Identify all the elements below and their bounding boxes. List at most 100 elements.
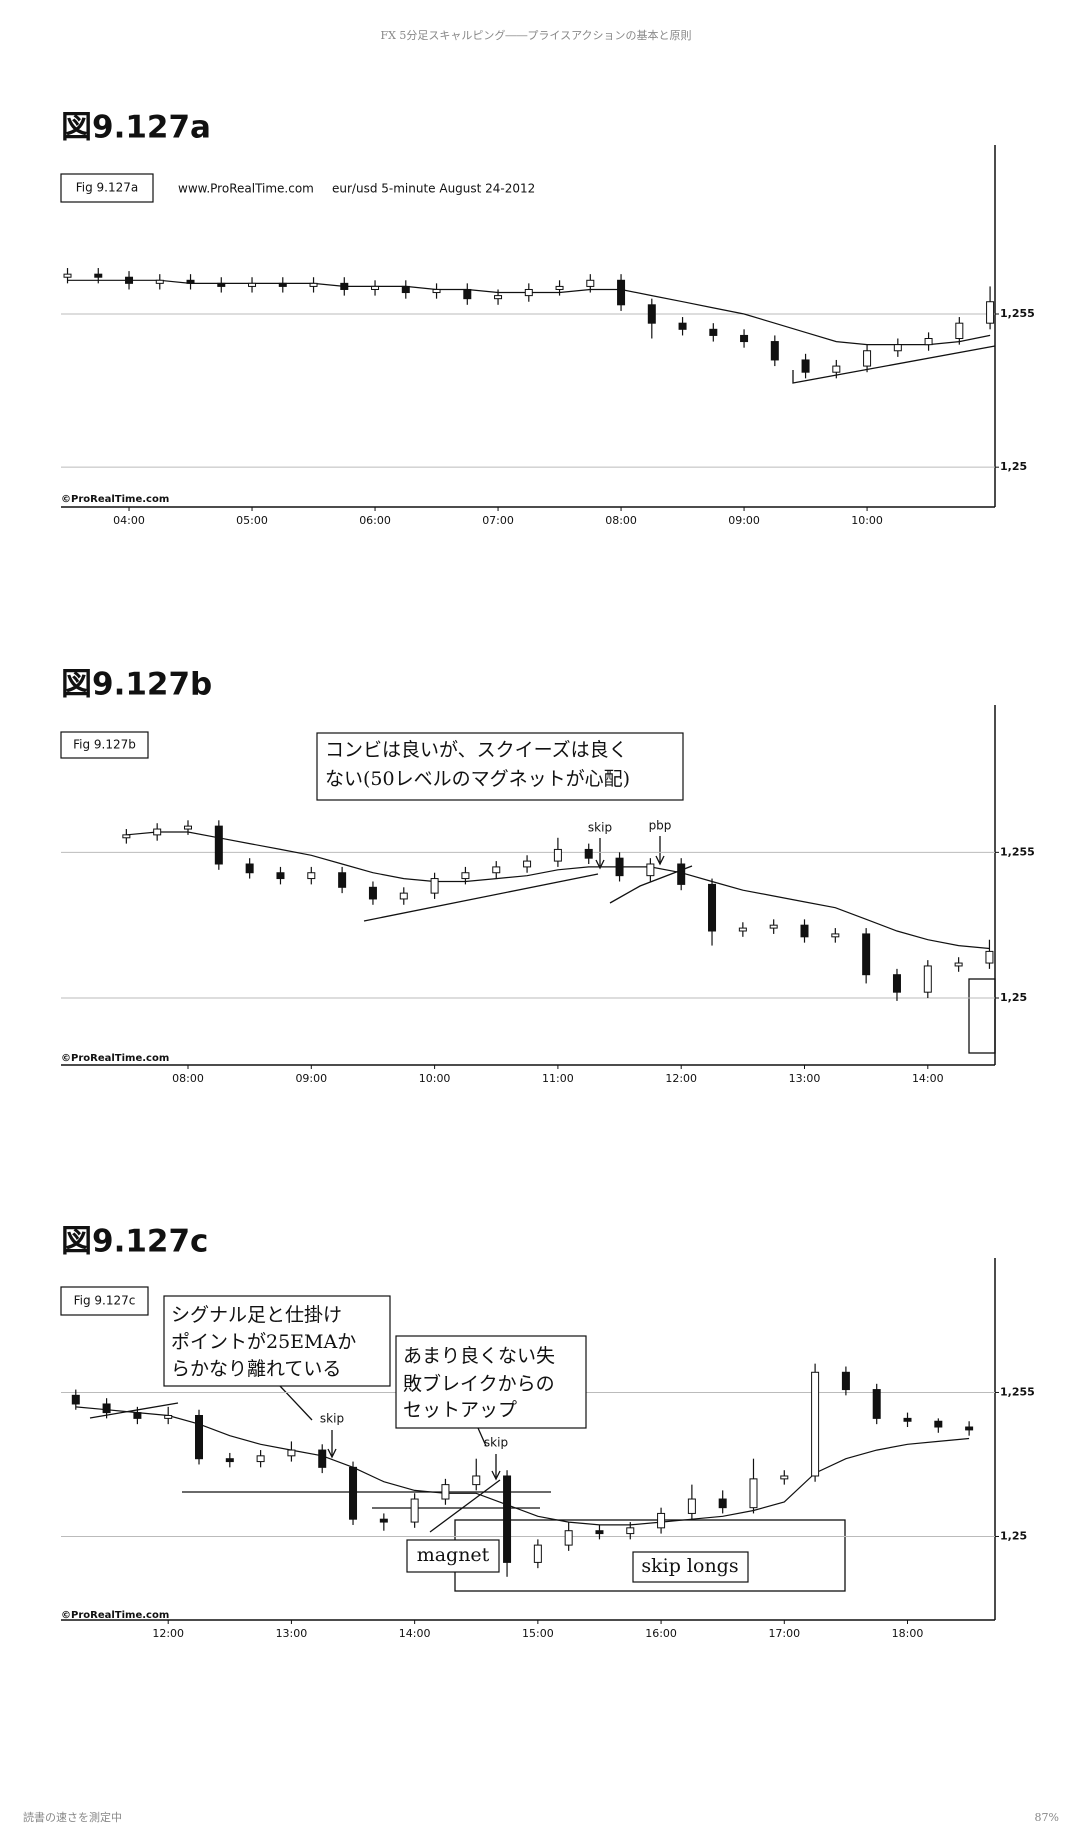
candle-body [318,1449,327,1468]
candle-body [278,282,287,287]
annotation-box [316,732,684,801]
candle-body [256,1455,265,1463]
candle-body [432,288,441,294]
candle-body [430,878,439,894]
candle-body [863,350,872,367]
candle-body [985,950,994,964]
x-tick-label: 10:00 [851,514,883,527]
candle-body [965,1426,974,1431]
x-tick-label: 14:00 [399,1627,431,1640]
figure-label: Fig 9.127c [74,1294,136,1308]
candle-body [492,866,501,874]
candle-body [955,322,964,340]
annotation: eur/usd 5-minute August 24-2012 [332,182,535,196]
candle-body [533,1544,542,1563]
candle-body [102,1403,111,1414]
candle-body [441,1484,450,1500]
candle-body [523,860,532,868]
candle-body [349,1466,358,1520]
annotation: あまり良くない失 [403,1345,555,1367]
x-tick-label: 09:00 [295,1072,327,1085]
trendline [792,345,996,384]
x-tick-label: 13:00 [789,1072,821,1085]
candle-body [564,1530,573,1546]
candle-body [586,279,595,287]
figure-title: 図9.127a [61,110,211,146]
candle-body [183,825,192,830]
candle-body [708,883,717,932]
trendline [609,865,693,904]
candle-body [340,282,349,290]
candle-body [276,872,285,880]
candle-body [615,857,624,877]
candle-body [832,365,841,373]
x-tick-label: 05:00 [236,514,268,527]
figure-label: Fig 9.127b [73,738,136,752]
candle-body [769,924,778,929]
candle-body [186,279,195,284]
candle-body [122,834,131,839]
candle-body [368,886,377,900]
candle-body [801,359,810,373]
candle-body [463,288,472,300]
callout-line [477,1427,487,1447]
figure-title: 図9.127c [61,1224,208,1260]
annotation-box [395,1335,587,1429]
annotation: skip longs [641,1555,738,1577]
candle-body [94,273,103,278]
annotation: magnet [417,1544,490,1566]
x-tick-label: 12:00 [152,1627,184,1640]
copyright: ©ProRealTime.com [61,1610,169,1621]
figure-label-box [60,1286,149,1316]
candle-body [287,1449,296,1457]
annotation-box [163,1295,391,1387]
candle-body [647,304,656,324]
y-tick-label: 1,255 [1000,1385,1035,1398]
x-tick-label: 06:00 [359,514,391,527]
annotation: ポイントが25EMAか [171,1331,356,1353]
annotation: skip [320,1412,344,1426]
candle-body [245,863,254,874]
annotation: セットアップ [403,1399,517,1421]
annotation-box [632,1551,749,1583]
candle-body [553,848,562,862]
copyright: ©ProRealTime.com [61,1053,169,1064]
candle-body [524,288,533,297]
y-tick-label: 1,255 [1000,845,1035,858]
ema-line [75,1406,970,1526]
x-tick-label: 09:00 [728,514,760,527]
x-tick-label: 08:00 [605,514,637,527]
annotation: pbp [649,819,672,833]
candle-body [461,872,470,880]
candle-body [626,1527,635,1535]
candle-body [195,1414,204,1460]
candle-body [248,282,257,287]
chart: 図9.127c 1,25 1,255 12:00 13:00 14:00 15:00 16:0… [60,1224,1035,1640]
candle-body [811,1371,820,1477]
x-tick-label: 07:00 [482,514,514,527]
candle-body [63,273,72,278]
annotation-box [406,1539,500,1573]
copyright: ©ProRealTime.com [61,494,169,505]
candle-body [872,1389,881,1419]
figure-title: 図9.127b [61,667,212,703]
candle-body [924,338,933,346]
chart: 図9.127b 1,25 1,255 08:00 09:00 10:00 11:00 12:0… [60,667,1035,1085]
candle-body [217,282,226,287]
x-tick-label: 15:00 [522,1627,554,1640]
trendline [363,873,599,922]
annotation: skip [484,1436,508,1450]
candle-body [831,933,840,938]
x-tick-label: 11:00 [542,1072,574,1085]
candle-body [410,1498,419,1523]
candle-body [841,1371,850,1391]
candle-body [749,1478,758,1509]
candle-body [709,328,718,336]
candle-body [153,828,162,836]
x-tick-label: 16:00 [645,1627,677,1640]
x-tick-label: 14:00 [912,1072,944,1085]
box [968,978,996,1054]
ema-line [126,831,990,950]
candle-body [214,825,223,865]
